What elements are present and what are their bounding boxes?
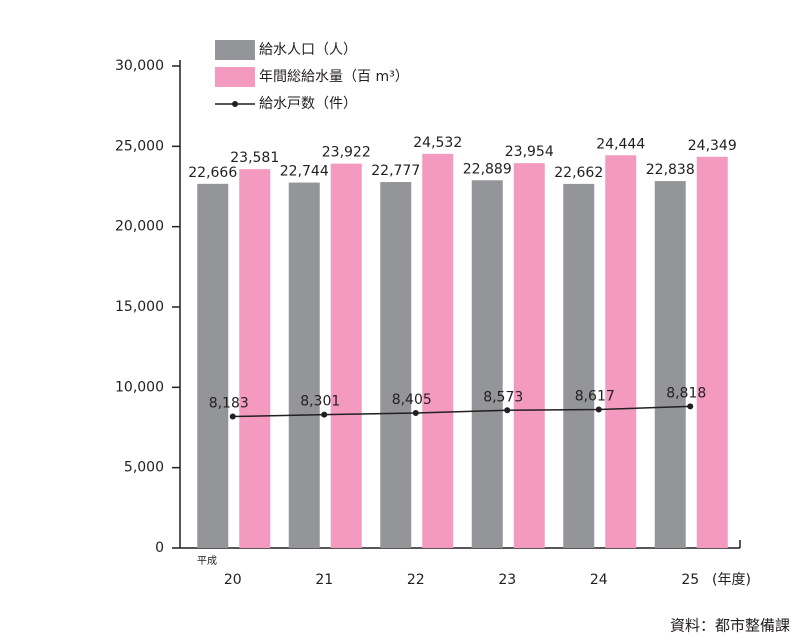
y-tick-label: 0: [155, 540, 164, 556]
bar: [330, 163, 362, 548]
x-tick-label: 20: [224, 572, 242, 588]
y-tick-label: 15,000: [115, 299, 164, 315]
bar: [197, 183, 229, 548]
y-tick-label: 10,000: [115, 379, 164, 395]
y-tick-label: 20,000: [115, 219, 164, 235]
data-label: 23,954: [505, 144, 554, 160]
legend-swatch: [215, 40, 255, 60]
legend-label: 給水戸数（件）: [259, 96, 357, 112]
y-tick-label: 30,000: [115, 58, 164, 74]
bar: [239, 169, 271, 548]
bar: [513, 163, 545, 548]
x-tick-label: 23: [498, 572, 516, 588]
bar: [654, 181, 686, 549]
data-label: 22,838: [646, 162, 695, 178]
legend-swatch: [215, 67, 255, 87]
data-label: 24,349: [688, 138, 737, 154]
data-label: 8,301: [300, 394, 340, 410]
legend-label: 年間総給水量（百 m³）: [259, 69, 409, 85]
data-label: 22,777: [371, 163, 420, 179]
bar: [563, 183, 595, 548]
line-point: [229, 413, 236, 420]
data-label: 8,617: [575, 389, 615, 405]
source: 資料：都市整備課: [670, 617, 790, 635]
bar: [471, 180, 503, 548]
line-point: [412, 409, 419, 416]
data-label: 8,573: [483, 389, 523, 405]
x-unit: (年度): [712, 572, 751, 588]
line-point: [321, 411, 328, 418]
data-label: 23,581: [230, 150, 279, 166]
line-point: [687, 403, 694, 410]
x-prefix: 平成: [197, 555, 217, 567]
legend-label: 給水人口（人）: [259, 42, 357, 58]
line-point: [504, 407, 511, 414]
data-label: 22,662: [554, 165, 603, 181]
data-label: 22,744: [280, 164, 329, 180]
bar: [380, 182, 412, 548]
x-tick-label: 22: [407, 572, 425, 588]
y-tick-label: 25,000: [115, 138, 164, 154]
x-tick-label: 24: [590, 572, 608, 588]
bar: [288, 182, 320, 549]
x-tick-label: 25: [681, 572, 699, 588]
data-label: 8,818: [666, 385, 706, 401]
legend-marker: [232, 101, 238, 107]
data-label: 8,183: [209, 396, 249, 412]
data-label: 24,532: [413, 135, 462, 151]
bar: [696, 156, 728, 549]
x-tick-label: 21: [315, 572, 333, 588]
y-tick-label: 5,000: [124, 460, 164, 476]
line: [232, 405, 691, 418]
data-label: 24,444: [596, 136, 645, 152]
line-point: [595, 406, 602, 413]
data-label: 8,405: [392, 392, 432, 408]
bar: [422, 153, 454, 548]
data-label: 22,666: [188, 165, 237, 181]
data-label: 22,889: [463, 161, 512, 177]
bar: [605, 155, 637, 548]
data-label: 23,922: [322, 145, 371, 161]
